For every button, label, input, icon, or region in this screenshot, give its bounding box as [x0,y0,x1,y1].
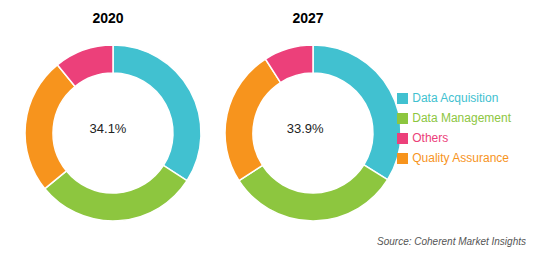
svg-text:34.1%: 34.1% [90,121,127,136]
html-text:2020: 2020 [92,10,124,26]
html-text:Data Acquisition: Data Acquisition [412,91,499,105]
html-text:Data Management: Data Management [412,111,511,125]
html-text:Source: Coherent Market Insigh: Source: Coherent Market Insights [377,236,526,247]
html-text:Others: Others [412,131,449,145]
svg-text:33.9%: 33.9% [287,121,324,136]
html-text:Quality Assurance: Quality Assurance [412,151,509,165]
html-text:2027: 2027 [292,10,324,26]
